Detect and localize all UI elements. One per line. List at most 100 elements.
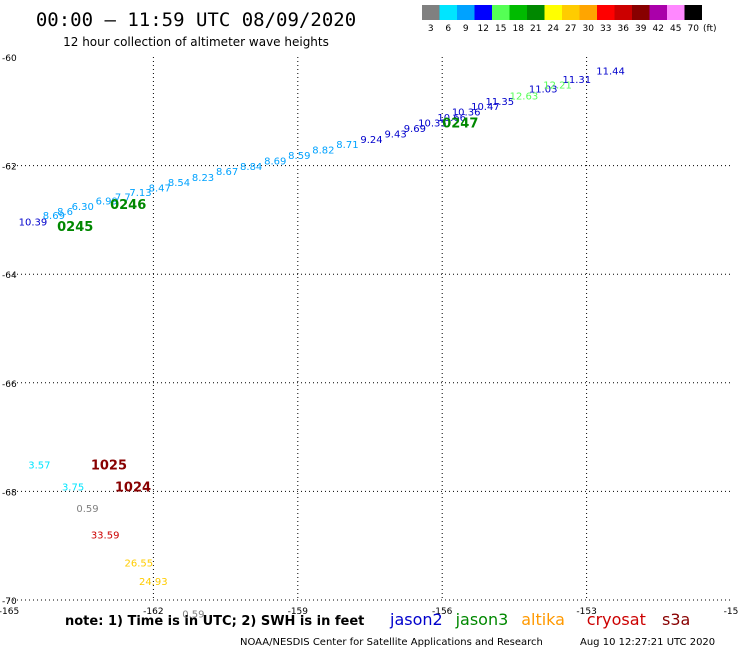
- legend-label: 39: [635, 24, 647, 34]
- wave-height-value: 9.69: [404, 124, 426, 135]
- legend-swatch: [509, 5, 527, 20]
- legend-label: 30: [583, 24, 595, 34]
- color-scale-legend: 3 6 9 12 15 18 21 24 27 30 33 36 39 42 45 70 (ft): [422, 5, 717, 34]
- wave-height-value: 8.23: [192, 173, 214, 184]
- wave-height-value: 8.59: [288, 151, 310, 162]
- satellite-name: cryosat: [587, 610, 646, 629]
- wave-height-value: 26.55: [125, 558, 154, 569]
- chart-grid: [9, 57, 731, 601]
- wave-height-value: 9.24: [360, 135, 382, 146]
- wave-height-value: 10.39: [19, 217, 48, 228]
- footer-note: note: 1) Time is in UTC; 2) SWH is in fe…: [65, 614, 364, 629]
- legend-swatch: [597, 5, 615, 20]
- x-tick-label: -153: [576, 607, 596, 617]
- wave-height-value: 10.36: [452, 108, 481, 119]
- wave-height-value: 8.69: [264, 157, 286, 168]
- legend-swatch: [684, 5, 702, 20]
- legend-label: 33: [600, 24, 611, 34]
- wave-height-value: 33.59: [91, 531, 120, 542]
- pass-time-label: 0246: [110, 198, 146, 213]
- legend-label: 9: [463, 24, 469, 34]
- satellite-name: altika: [521, 610, 565, 629]
- legend-label: 42: [653, 24, 664, 34]
- wave-height-value: 8.71: [336, 140, 358, 151]
- legend-swatch: [457, 5, 475, 20]
- x-tick-label: -156: [432, 607, 453, 617]
- legend-swatch: [649, 5, 667, 20]
- satellite-name: s3a: [662, 610, 690, 629]
- wave-height-value: 24.93: [139, 577, 168, 588]
- legend-unit: (ft): [703, 24, 717, 34]
- wave-height-value: 8.84: [240, 162, 262, 173]
- legend-label: 36: [618, 24, 630, 34]
- wave-height-value: 0.59: [76, 504, 98, 515]
- wave-height-value: 8.6: [57, 207, 73, 218]
- wave-height-value: 12.21: [543, 80, 572, 91]
- legend-swatch: [614, 5, 632, 20]
- wave-height-value: 10.66: [437, 113, 466, 124]
- pass-time-label: 0245: [57, 220, 93, 235]
- y-tick-label: -68: [2, 488, 17, 498]
- wave-height-value: 7.7: [115, 192, 131, 203]
- legend-swatch: [562, 5, 580, 20]
- satellite-name: jason3: [455, 610, 509, 629]
- wave-height-value: 8.54: [168, 178, 190, 189]
- wave-height-value: 6.30: [72, 202, 94, 213]
- legend-label: 27: [565, 24, 576, 34]
- wave-height-value: 3.57: [28, 461, 50, 472]
- wave-height-value: 10.35: [418, 119, 447, 130]
- legend-swatch: [527, 5, 545, 20]
- legend-swatch: [492, 5, 510, 20]
- wave-height-value: 8.47: [149, 184, 171, 195]
- wave-height-value: 8.67: [216, 167, 238, 178]
- wave-height-value: 6.99: [96, 197, 118, 208]
- y-tick-label: -70: [2, 597, 17, 607]
- wave-height-value: 10.47: [471, 102, 500, 113]
- pass-time-label: 0247: [442, 117, 478, 132]
- legend-label: 6: [445, 24, 451, 34]
- legend-swatch: [579, 5, 597, 20]
- legend-label: 15: [495, 24, 506, 34]
- legend-swatch: [422, 5, 440, 20]
- y-tick-label: -64: [2, 271, 17, 281]
- x-tick-label: -165: [0, 607, 19, 617]
- legend-swatch: [667, 5, 685, 20]
- legend-swatch: [474, 5, 492, 20]
- wave-height-value: 11.44: [596, 66, 625, 77]
- pass-time-labels: 0245 0246 0247 1025 1024: [57, 117, 478, 496]
- wave-height-value: 12.63: [510, 91, 539, 102]
- legend-label: 45: [670, 24, 681, 34]
- legend-swatch: [439, 5, 457, 20]
- wave-height-value: 11.35: [486, 97, 515, 108]
- legend-swatch: [632, 5, 650, 20]
- pass-time-label: 1024: [115, 480, 151, 495]
- y-tick-label: -60: [2, 54, 17, 64]
- wave-height-value: 8.69: [43, 211, 65, 222]
- chart-subtitle: 12 hour collection of altimeter wave hei…: [63, 35, 329, 49]
- pass-time-label: 1025: [91, 459, 127, 474]
- legend-label: 3: [428, 24, 434, 34]
- wave-height-value: 9.43: [384, 129, 406, 140]
- legend-label: 21: [530, 24, 541, 34]
- legend-swatch: [544, 5, 562, 20]
- wave-height-value: 8.82: [312, 146, 334, 157]
- wave-height-value: 7.13: [129, 188, 151, 199]
- satellite-name: jason2: [389, 610, 443, 629]
- wave-height-value: 11.03: [529, 84, 558, 95]
- legend-label: 12: [478, 24, 489, 34]
- x-tick-label: -162: [143, 607, 163, 617]
- chart-title: 00:00 – 11:59 UTC 08/09/2020: [36, 9, 356, 31]
- wave-height-labels: 10.398.698.66.30 6.997.77.138.478.54 8.238…: [19, 66, 625, 620]
- wave-height-value: 3.75: [62, 482, 84, 493]
- y-tick-label: -62: [2, 163, 17, 173]
- legend-label: 18: [513, 24, 525, 34]
- legend-label: 24: [548, 24, 560, 34]
- x-tick-label: -159: [288, 607, 309, 617]
- footer-credit: NOAA/NESDIS Center for Satellite Applica…: [240, 637, 543, 648]
- wave-height-value: 11.31: [563, 75, 592, 86]
- footer-timestamp: Aug 10 12:27:21 UTC 2020: [580, 637, 715, 648]
- wave-height-value: 0.59: [182, 609, 204, 620]
- y-tick-label: -66: [2, 380, 17, 390]
- legend-label: 70: [688, 24, 700, 34]
